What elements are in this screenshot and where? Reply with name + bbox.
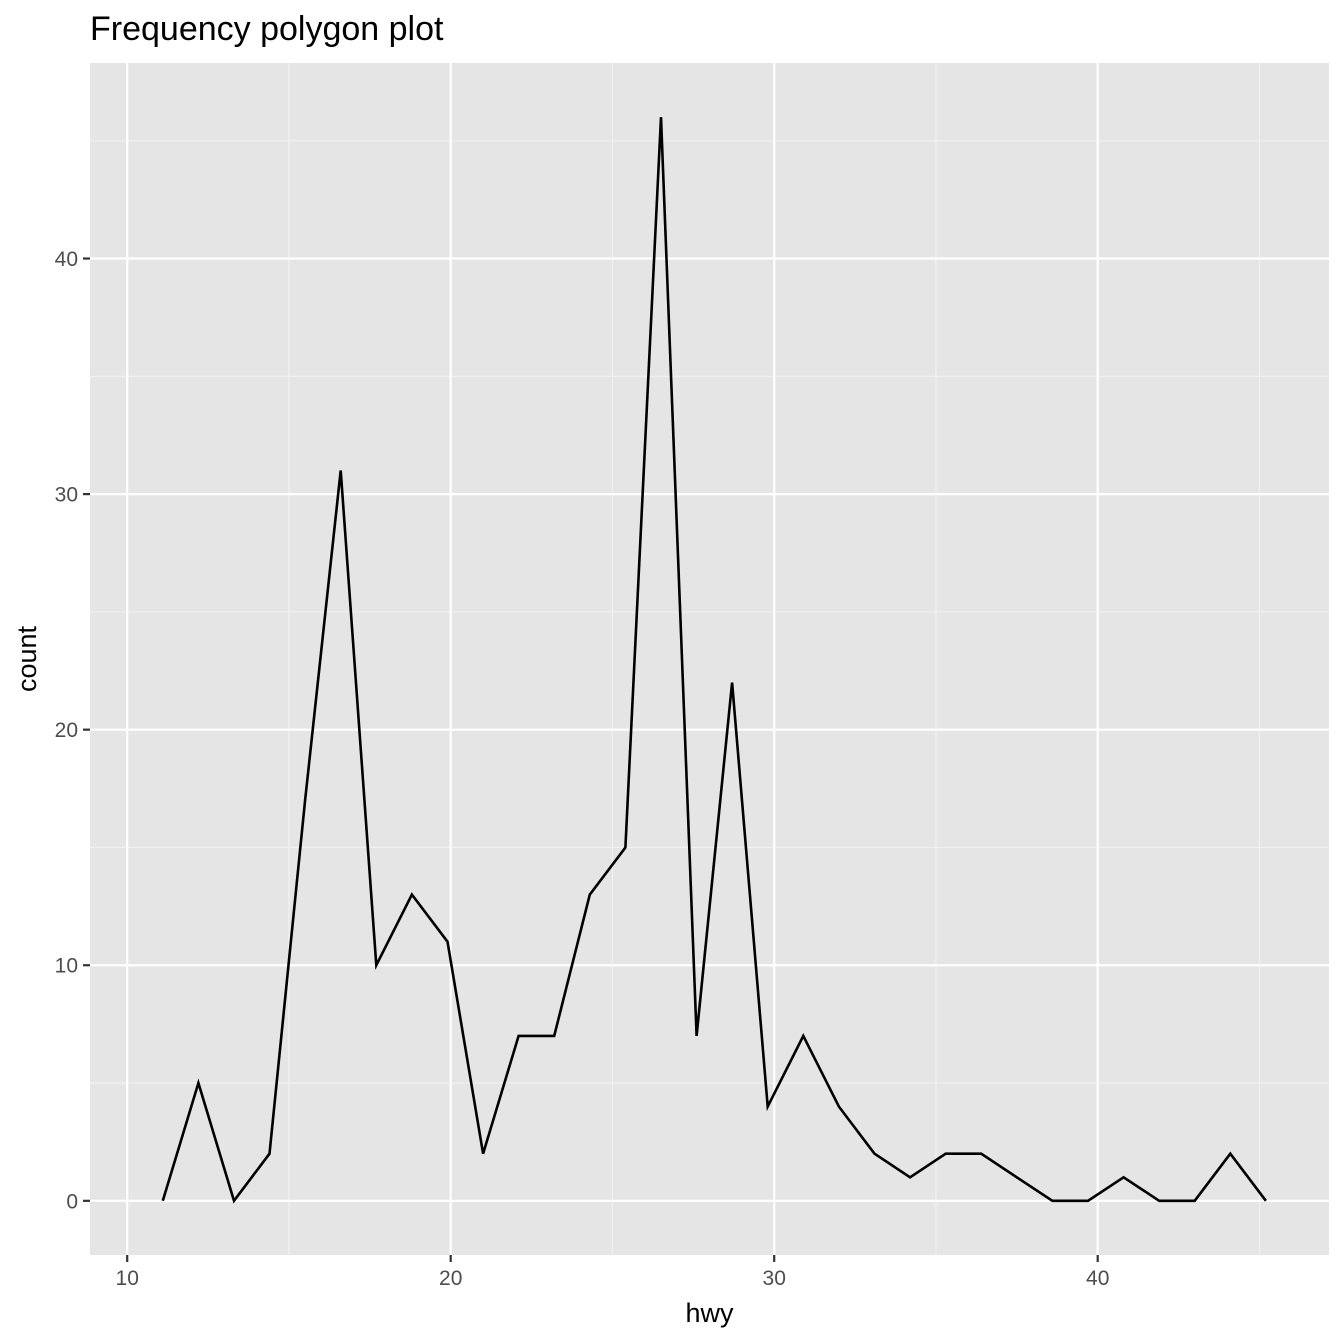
y-tick-label: 40 xyxy=(55,248,78,271)
series-layer xyxy=(161,117,1267,1204)
x-axis-title: hwy xyxy=(685,1298,734,1328)
y-tick-label: 0 xyxy=(66,1190,78,1213)
plot-panel xyxy=(90,63,1329,1255)
y-axis-title: count xyxy=(12,625,42,692)
frequency-polygon-line xyxy=(161,117,1267,1204)
x-tick-label: 20 xyxy=(439,1267,462,1290)
major-gridlines xyxy=(90,63,1329,1255)
y-tick-label: 30 xyxy=(55,484,78,507)
x-tick-label: 30 xyxy=(763,1267,786,1290)
minor-gridlines xyxy=(90,63,1329,1255)
x-axis: 10 20 30 40 xyxy=(116,1255,1109,1290)
x-tick-label: 40 xyxy=(1086,1267,1109,1290)
chart-title: Frequency polygon plot xyxy=(90,10,444,48)
x-tick-label: 10 xyxy=(116,1267,139,1290)
y-tick-label: 20 xyxy=(55,719,78,742)
y-axis: 0 10 20 30 40 xyxy=(55,248,90,1213)
y-tick-label: 10 xyxy=(55,955,78,978)
